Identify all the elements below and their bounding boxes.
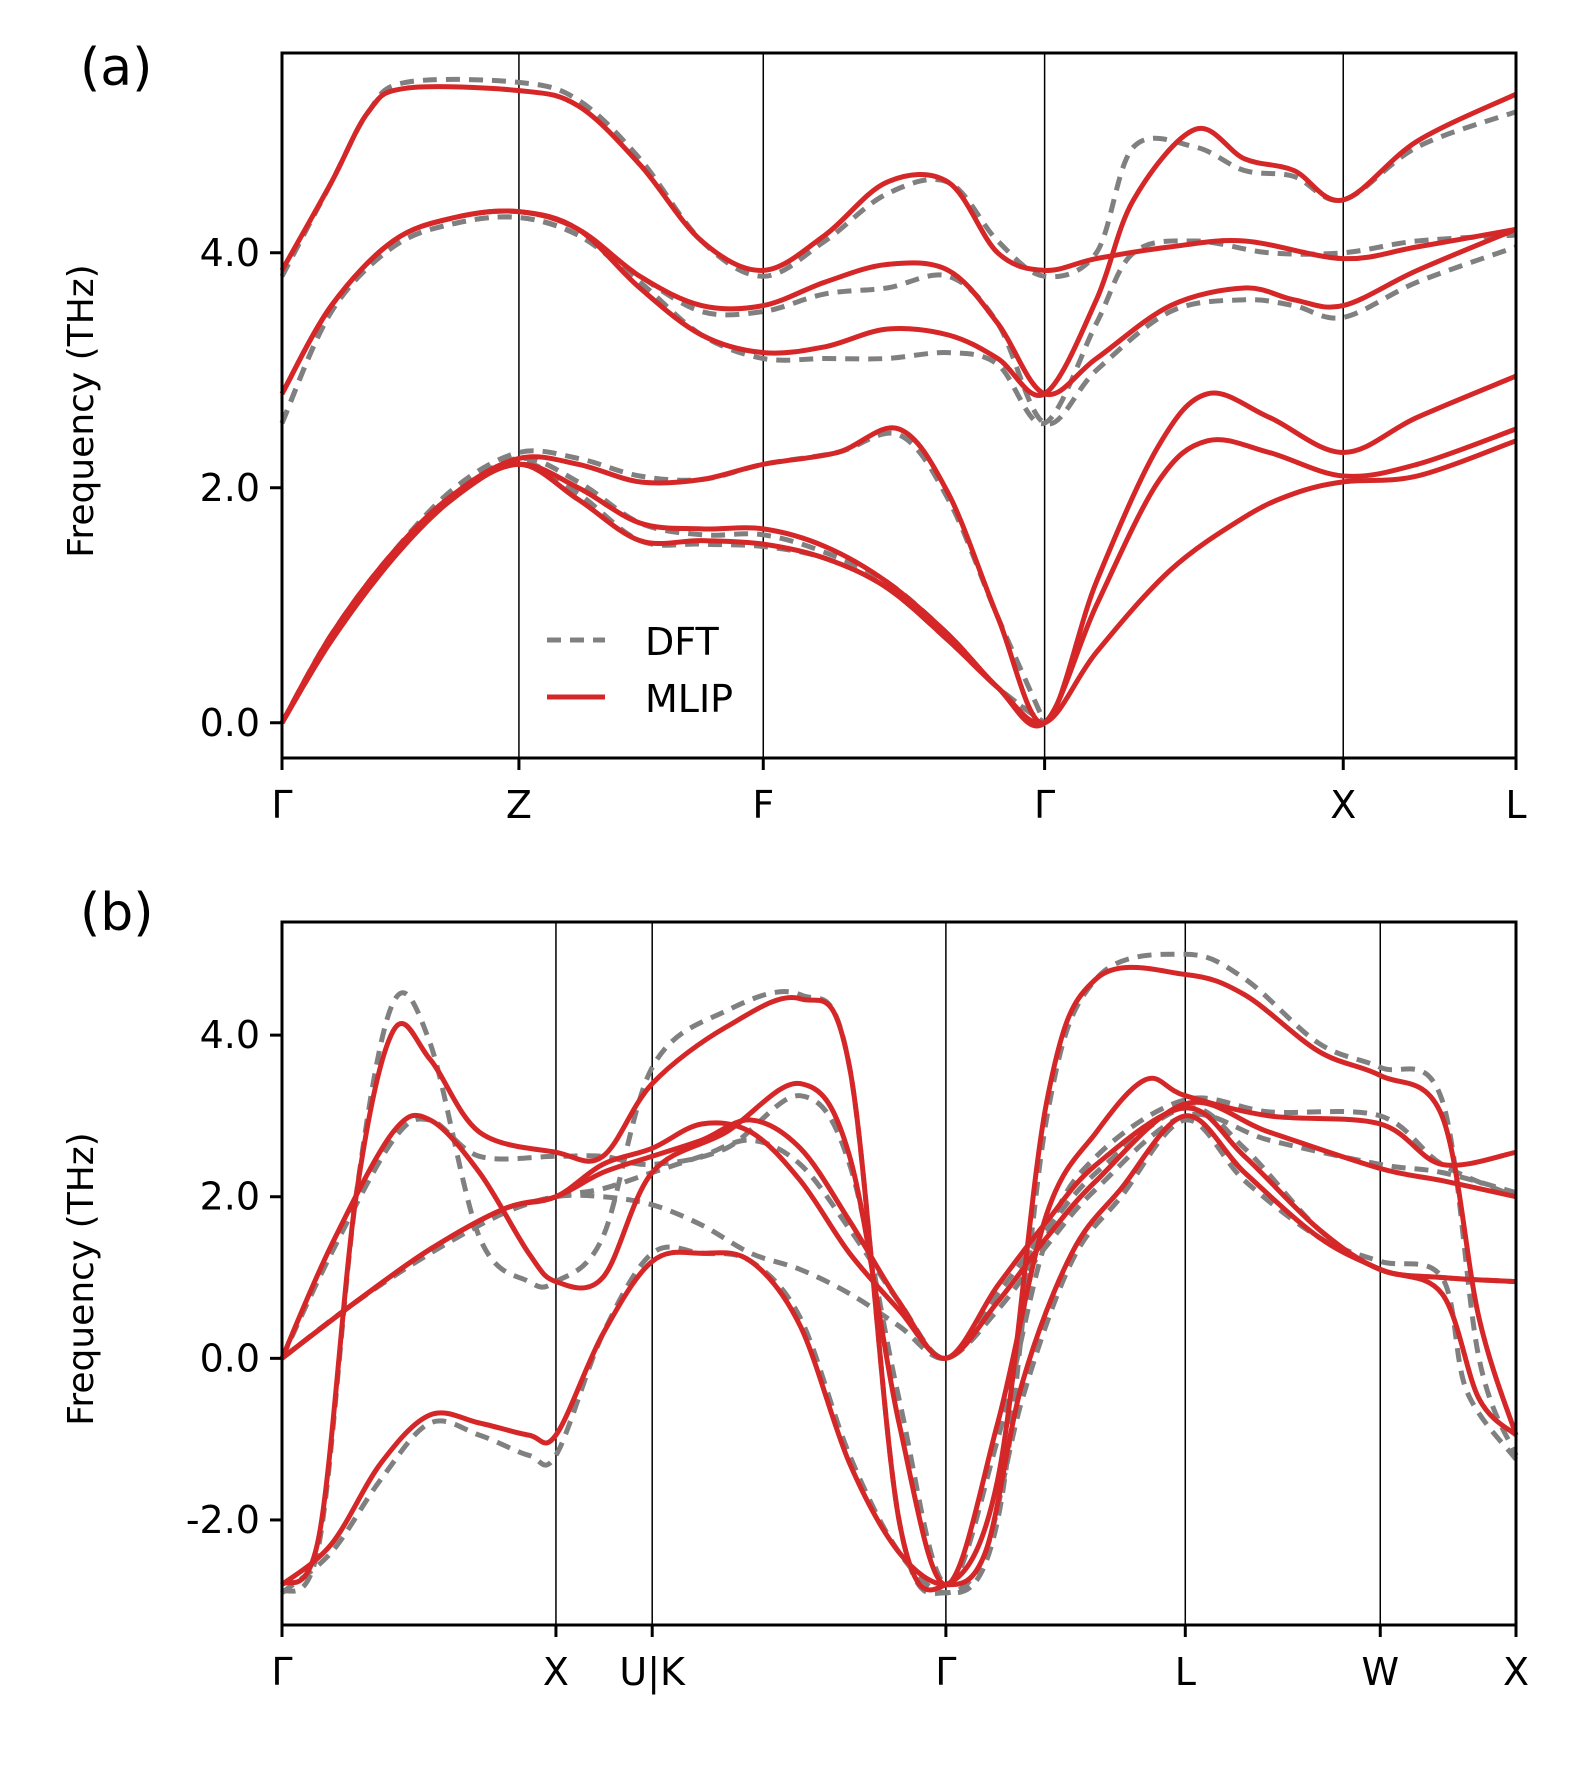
x-tick-label: X xyxy=(1503,1650,1529,1694)
x-tick-label: W xyxy=(1361,1650,1399,1694)
panel-b-label: (b) xyxy=(80,883,154,943)
panel-b-symmetry-lines xyxy=(555,922,1382,1625)
mlip-band-line xyxy=(279,373,1517,726)
panel-b-ylabel: Frequency (THz) xyxy=(61,1132,102,1425)
x-tick-label: Γ xyxy=(1034,783,1055,827)
mlip-band-line xyxy=(280,964,1519,1593)
x-tick-label: L xyxy=(1175,1650,1196,1694)
y-tick-label: 0.0 xyxy=(200,1336,260,1380)
legend: DFT MLIP xyxy=(547,620,733,721)
x-tick-label: X xyxy=(543,1650,569,1694)
x-tick-label: Γ xyxy=(271,1650,292,1694)
x-tick-label: Z xyxy=(506,783,532,827)
x-tick-label: U|K xyxy=(619,1650,686,1695)
panel-b-y-axis: -2.0 0.0 2.0 4.0 xyxy=(186,1013,282,1542)
panel-b-x-axis: Γ X U|K Γ L W X xyxy=(271,1625,1529,1695)
y-tick-label: 2.0 xyxy=(200,466,260,510)
dft-band-line xyxy=(280,1104,1517,1361)
x-tick-label: X xyxy=(1330,783,1356,827)
legend-dft-label: DFT xyxy=(645,620,719,664)
x-tick-label: Γ xyxy=(935,1650,956,1694)
y-tick-label: 4.0 xyxy=(200,231,260,275)
panel-b-frame xyxy=(280,920,1518,1627)
dft-band-line xyxy=(279,214,1517,427)
dft-band-line xyxy=(279,76,1517,280)
panel-b: (b) Frequency (THz) -2.00.02.04.0 Γ X U|K Γ… xyxy=(61,883,1529,1695)
x-tick-label: Γ xyxy=(271,783,292,827)
mlip-band-line xyxy=(279,438,1517,727)
y-tick-label: 2.0 xyxy=(200,1175,260,1219)
legend-mlip-label: MLIP xyxy=(645,677,733,721)
mlip-band-line xyxy=(280,1099,1517,1361)
y-tick-label: 4.0 xyxy=(200,1013,260,1057)
panel-a-label: (a) xyxy=(80,38,152,98)
mlip-band-line xyxy=(280,1113,1518,1588)
panel-a-symmetry-lines xyxy=(518,53,1344,758)
panel-a-bands xyxy=(279,76,1518,729)
y-tick-label: -2.0 xyxy=(186,1498,260,1542)
mlip-band-line xyxy=(279,208,1517,398)
panel-a-frame xyxy=(280,51,1518,760)
dft-band-line xyxy=(279,214,1517,426)
mlip-band-line xyxy=(279,426,1517,729)
dft-band-line xyxy=(279,1093,1518,1588)
y-tick-label: 0.0 xyxy=(200,701,260,745)
panel-a-y-axis: 0.0 2.0 4.0 xyxy=(200,231,282,745)
panel-b-bands xyxy=(279,951,1519,1597)
mlip-band-line xyxy=(280,1105,1517,1361)
x-tick-label: F xyxy=(752,783,774,827)
mlip-band-line xyxy=(279,91,1518,398)
panel-a: (a) Frequency (THz) 0.0 2.0 4.0 Γ Z F Γ X L DFT… xyxy=(61,38,1527,827)
dft-band-line xyxy=(280,951,1519,1597)
x-tick-label: L xyxy=(1505,783,1526,827)
panel-a-ylabel: Frequency (THz) xyxy=(61,264,102,557)
mlip-band-line xyxy=(279,84,1517,273)
